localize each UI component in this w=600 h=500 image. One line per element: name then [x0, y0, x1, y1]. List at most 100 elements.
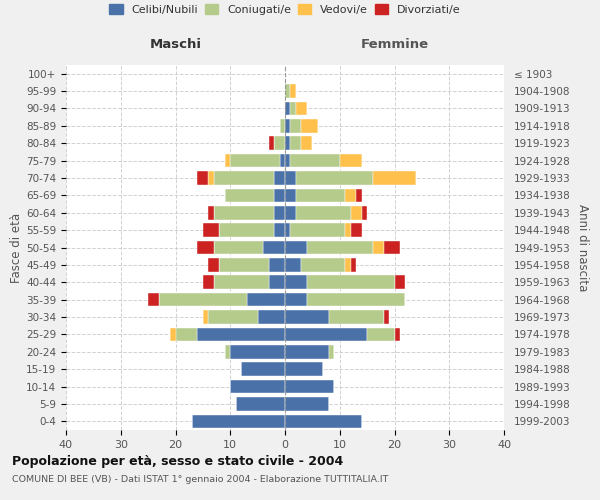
Bar [274, 136, 285, 150]
Bar [307, 240, 373, 254]
Bar [214, 240, 263, 254]
Bar [225, 188, 274, 202]
Bar [148, 293, 159, 306]
Bar [345, 188, 356, 202]
Bar [269, 136, 274, 150]
Bar [340, 154, 362, 168]
Bar [301, 258, 345, 272]
Bar [395, 328, 400, 341]
Bar [373, 171, 416, 185]
Bar [285, 293, 307, 306]
Bar [285, 188, 296, 202]
Bar [197, 328, 285, 341]
Bar [285, 362, 323, 376]
Bar [285, 380, 334, 394]
Bar [285, 84, 290, 98]
Bar [285, 310, 329, 324]
Bar [220, 258, 269, 272]
Bar [290, 224, 345, 237]
Bar [329, 345, 334, 358]
Bar [285, 119, 290, 132]
Bar [203, 276, 214, 289]
Bar [230, 154, 280, 168]
Bar [296, 102, 307, 115]
Bar [230, 345, 285, 358]
Bar [329, 310, 383, 324]
Bar [290, 102, 296, 115]
Bar [285, 397, 329, 410]
Bar [274, 188, 285, 202]
Bar [345, 224, 351, 237]
Bar [285, 345, 329, 358]
Bar [170, 328, 176, 341]
Bar [280, 154, 285, 168]
Bar [214, 206, 274, 220]
Bar [285, 414, 362, 428]
Bar [285, 171, 296, 185]
Bar [395, 276, 406, 289]
Bar [257, 310, 285, 324]
Bar [192, 414, 285, 428]
Bar [296, 171, 373, 185]
Bar [225, 154, 230, 168]
Bar [214, 276, 269, 289]
Bar [290, 119, 301, 132]
Bar [285, 240, 307, 254]
Bar [285, 136, 290, 150]
Bar [307, 293, 406, 306]
Text: Maschi: Maschi [149, 38, 202, 51]
Bar [285, 258, 301, 272]
Bar [208, 171, 214, 185]
Bar [208, 206, 214, 220]
Bar [214, 171, 274, 185]
Bar [274, 224, 285, 237]
Bar [225, 345, 230, 358]
Legend: Celibi/Nubili, Coniugati/e, Vedovi/e, Divorziati/e: Celibi/Nubili, Coniugati/e, Vedovi/e, Di… [105, 0, 465, 19]
Bar [197, 171, 208, 185]
Bar [383, 240, 400, 254]
Bar [383, 310, 389, 324]
Bar [373, 240, 383, 254]
Bar [208, 310, 257, 324]
Bar [203, 310, 208, 324]
Bar [290, 154, 340, 168]
Text: Popolazione per età, sesso e stato civile - 2004: Popolazione per età, sesso e stato civil… [12, 455, 343, 468]
Bar [290, 136, 301, 150]
Bar [220, 224, 274, 237]
Text: Femmine: Femmine [361, 38, 428, 51]
Bar [307, 276, 395, 289]
Bar [230, 380, 285, 394]
Y-axis label: Fasce di età: Fasce di età [10, 212, 23, 282]
Bar [203, 224, 220, 237]
Bar [274, 206, 285, 220]
Y-axis label: Anni di nascita: Anni di nascita [576, 204, 589, 291]
Bar [241, 362, 285, 376]
Bar [208, 258, 220, 272]
Bar [367, 328, 395, 341]
Bar [350, 224, 362, 237]
Bar [236, 397, 285, 410]
Bar [175, 328, 197, 341]
Bar [263, 240, 285, 254]
Bar [356, 188, 362, 202]
Bar [290, 84, 296, 98]
Text: COMUNE DI BEE (VB) - Dati ISTAT 1° gennaio 2004 - Elaborazione TUTTITALIA.IT: COMUNE DI BEE (VB) - Dati ISTAT 1° genna… [12, 475, 388, 484]
Bar [247, 293, 285, 306]
Bar [301, 119, 318, 132]
Bar [285, 328, 367, 341]
Bar [301, 136, 313, 150]
Bar [285, 154, 290, 168]
Bar [296, 188, 345, 202]
Bar [350, 258, 356, 272]
Bar [285, 224, 290, 237]
Bar [197, 240, 214, 254]
Bar [280, 119, 285, 132]
Bar [345, 258, 351, 272]
Bar [269, 276, 285, 289]
Bar [274, 171, 285, 185]
Bar [269, 258, 285, 272]
Bar [285, 276, 307, 289]
Bar [350, 206, 362, 220]
Bar [362, 206, 367, 220]
Bar [159, 293, 247, 306]
